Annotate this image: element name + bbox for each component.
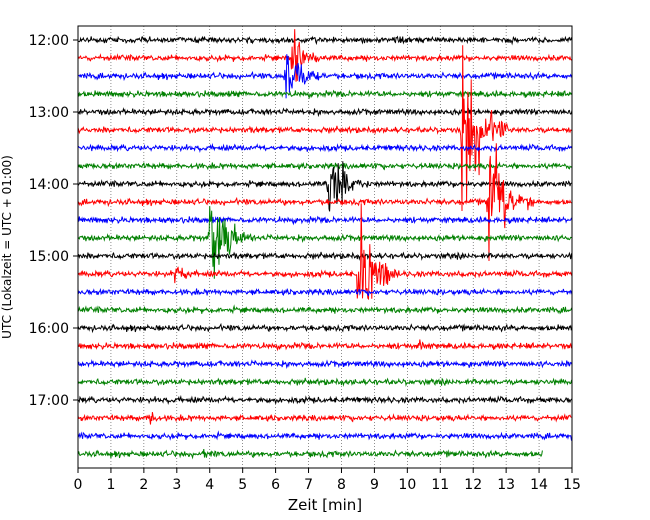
trace-row [77, 377, 573, 387]
trace-row [77, 215, 573, 226]
y-tick-label: 12:00 [29, 33, 69, 49]
x-tick-label: 10 [398, 477, 416, 493]
trace-row [77, 203, 573, 301]
trace-row [77, 161, 573, 171]
trace-row [77, 322, 573, 334]
y-tick-label: 14:00 [29, 177, 69, 193]
x-tick-label: 13 [497, 477, 515, 493]
y-axis-ticks: 12:00 13:00 14:00 15:00 16:00 17:00 [29, 33, 78, 409]
trace-row [77, 430, 573, 442]
trace-row [78, 35, 573, 46]
trace-row [77, 412, 573, 425]
trace-row [77, 29, 573, 82]
trace-row [77, 89, 573, 100]
y-tick-label: 15:00 [29, 249, 69, 265]
x-tick-label: 12 [464, 477, 482, 493]
trace-row [77, 45, 573, 212]
seismogram-traces [77, 29, 573, 460]
x-tick-label: 1 [106, 477, 115, 493]
x-tick-label: 7 [304, 477, 313, 493]
trace-row [77, 449, 543, 460]
x-axis-label: Zeit [min] [288, 496, 362, 514]
trace-row [77, 107, 573, 118]
trace-row [77, 143, 572, 262]
x-tick-label: 0 [74, 477, 83, 493]
plot-frame [77, 25, 573, 469]
x-tick-label: 3 [172, 477, 181, 493]
trace-row [77, 304, 573, 315]
trace-row [77, 142, 573, 154]
x-tick-label: 11 [431, 477, 449, 493]
x-tick-label: 15 [563, 477, 581, 493]
x-tick-label: 5 [238, 477, 247, 493]
y-tick-label: 17:00 [29, 393, 69, 409]
x-tick-label: 8 [337, 477, 346, 493]
x-tick-label: 9 [370, 477, 379, 493]
trace-row [77, 54, 573, 99]
x-axis-ticks: 0 1 2 3 4 5 6 7 8 9 10 11 12 13 14 15 [74, 468, 581, 493]
trace-row [77, 251, 573, 261]
x-tick-label: 2 [139, 477, 148, 493]
y-tick-label: 13:00 [29, 105, 69, 121]
y-tick-label: 16:00 [29, 321, 69, 337]
trace-row [77, 359, 573, 370]
trace-row [77, 339, 573, 352]
trace-row [77, 206, 572, 279]
trace-row [77, 287, 573, 297]
y-axis-label: UTC (Lokalzeit = UTC + 01:00) [0, 155, 14, 339]
x-tick-label: 14 [530, 477, 548, 493]
trace-row [77, 394, 573, 406]
x-tick-label: 6 [271, 477, 280, 493]
x-tick-label: 4 [205, 477, 214, 493]
